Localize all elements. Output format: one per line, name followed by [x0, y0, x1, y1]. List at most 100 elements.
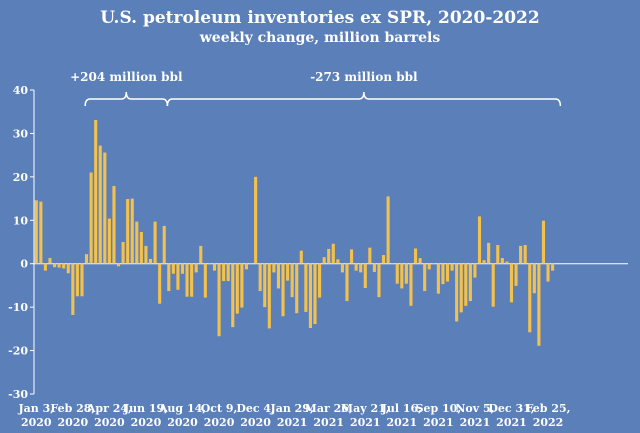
bar: [336, 259, 340, 264]
x-tick-label: Jan 29,: [270, 402, 314, 415]
bar: [455, 263, 459, 322]
x-tick-year: 2020: [131, 416, 162, 429]
bar: [194, 263, 198, 273]
annotation-brace: [84, 91, 169, 107]
bar: [231, 263, 235, 328]
x-tick-year: 2020: [21, 416, 52, 429]
bar: [532, 263, 536, 294]
x-tick-label: Aug 14,: [158, 402, 206, 415]
bar: [340, 263, 344, 273]
bar: [244, 263, 249, 270]
x-tick-label: Feb 25,: [526, 402, 571, 415]
bar: [126, 199, 130, 264]
bar: [135, 221, 139, 264]
bar: [423, 263, 427, 292]
bar: [509, 263, 514, 303]
bar: [363, 263, 367, 289]
bar: [477, 216, 482, 264]
bar: [541, 220, 546, 264]
bar: [436, 263, 440, 294]
bar: [121, 242, 125, 264]
x-tick-label: Feb 28,: [50, 402, 95, 415]
bar: [350, 249, 354, 264]
bar: [62, 263, 66, 269]
bar: [409, 263, 413, 306]
x-tick-year: 2020: [94, 416, 125, 429]
bar: [203, 263, 207, 298]
bar: [459, 263, 463, 313]
annotation-brace: [166, 91, 562, 107]
y-ticks: 40 30 20 10 0 -10 -20 -30: [8, 84, 34, 401]
x-tick-year: 2021: [387, 416, 418, 429]
chart-title: U.S. petroleum inventories ex SPR, 2020-…: [100, 8, 539, 28]
bar: [158, 263, 162, 304]
bar: [331, 243, 335, 264]
x-tick-year: 2021: [313, 416, 344, 429]
x-tick-year: 2022: [533, 416, 564, 429]
bar: [75, 263, 79, 297]
bar: [286, 263, 290, 281]
bar: [318, 263, 322, 298]
bar: [153, 221, 157, 264]
bar: [57, 263, 61, 268]
bar: [359, 263, 363, 273]
bar: [496, 245, 500, 264]
bar: [464, 263, 468, 306]
x-tick-label: Dec 4,: [236, 402, 275, 415]
x-tick-year: 2021: [277, 416, 308, 429]
bar: [263, 263, 267, 308]
bar: [71, 263, 75, 315]
bar: [171, 263, 175, 274]
bar: [34, 200, 38, 264]
bar: [94, 119, 98, 264]
bar: [295, 263, 299, 314]
bar: [327, 248, 331, 264]
bar: [217, 263, 221, 337]
bar: [139, 232, 143, 264]
bar: [404, 263, 408, 284]
y-tick-label: -20: [8, 345, 28, 358]
x-tick-label: Oct 9,: [201, 402, 238, 415]
bar: [523, 245, 527, 264]
bar: [345, 263, 349, 302]
bar: [386, 196, 390, 264]
bar: [354, 263, 358, 271]
bar: [98, 145, 102, 264]
annotations: +204 million bbl -273 million bbl: [70, 70, 562, 107]
x-tick-year: 2021: [350, 416, 381, 429]
bar: [299, 250, 303, 264]
x-tick-label: Apr 24,: [86, 402, 132, 415]
bar: [272, 263, 276, 273]
x-tick-year: 2020: [204, 416, 235, 429]
x-tick-label: Jun 19,: [123, 402, 168, 415]
bar: [107, 218, 111, 264]
x-tick-label: Mar 26,: [305, 402, 353, 415]
bar: [190, 263, 194, 297]
bar: [546, 263, 550, 282]
bar: [505, 261, 509, 264]
bar: [235, 263, 239, 314]
bar: [368, 247, 372, 264]
bar: [322, 257, 326, 264]
bar: [381, 255, 386, 264]
bar: [491, 263, 495, 307]
bar: [226, 263, 230, 282]
bar: [528, 263, 532, 333]
bar: [313, 263, 317, 325]
y-tick-label: 0: [20, 258, 28, 271]
x-tick-label: Sep 10,: [416, 402, 462, 415]
bar: [162, 225, 166, 264]
bar: [500, 258, 504, 264]
x-tick-label: May 21,: [341, 402, 390, 415]
y-tick-label: -10: [8, 301, 28, 314]
bar: [66, 263, 70, 274]
y-tick-label: 30: [13, 127, 29, 140]
bar: [53, 263, 57, 268]
bar: [267, 263, 271, 329]
x-tick-label: Dec 31,: [488, 402, 534, 415]
bar: [308, 263, 312, 328]
x-tick-year: 2021: [423, 416, 454, 429]
x-tick-year: 2020: [240, 416, 271, 429]
